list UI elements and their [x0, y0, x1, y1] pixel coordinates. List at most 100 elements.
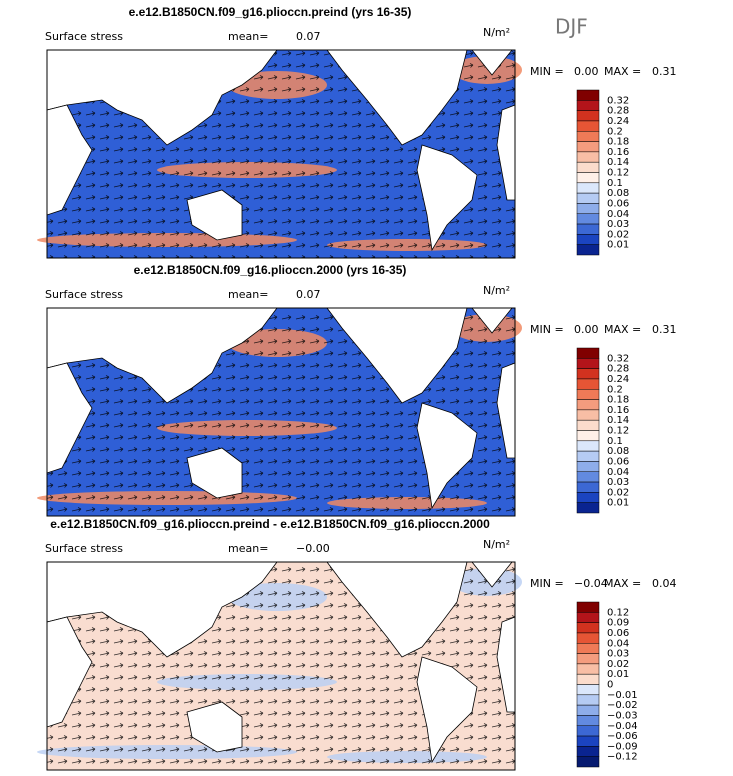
colorbar-box	[576, 725, 600, 737]
colorbar-label: 0.08	[607, 188, 629, 199]
colorbar-label: 0.06	[607, 456, 629, 467]
colorbar-label: 0.18	[607, 137, 629, 148]
colorbar-label: 0.32	[607, 95, 629, 106]
colorbar-box	[576, 192, 600, 204]
variable-label: Surface stress	[45, 288, 123, 301]
panel-title: e.e12.B1850CN.f09_g16.plioccn.preind - e…	[50, 517, 490, 531]
colorbar-box	[576, 223, 600, 235]
mean-value: 0.07	[296, 30, 321, 43]
mean-label: mean=	[228, 542, 268, 555]
colorbar-label: −0.02	[607, 700, 638, 711]
colorbar-label: 0	[607, 680, 613, 691]
colorbar-label: 0.14	[607, 157, 629, 168]
colorbar-box	[576, 161, 600, 173]
colorbar-label: 0.01	[607, 498, 629, 509]
colorbar-label: 0.04	[607, 209, 629, 220]
colorbar-box	[576, 756, 600, 768]
colorbar-box	[576, 492, 600, 503]
colorbar-label: 0.1	[607, 178, 623, 189]
colorbar-label: 0.18	[607, 395, 629, 406]
colorbar-label: 0.08	[607, 446, 629, 457]
min-value: 0.00	[574, 323, 599, 336]
colorbar-box	[576, 151, 600, 163]
max-value: 0.31	[652, 323, 677, 336]
colorbar-label: −0.04	[607, 721, 638, 732]
colorbar-label: 0.32	[607, 353, 629, 364]
colorbar-label: 0.24	[607, 374, 629, 385]
colorbar-label: 0.04	[607, 467, 629, 478]
max-value: 0.04	[652, 577, 677, 590]
colorbar-box	[576, 704, 600, 716]
colorbar-box	[576, 430, 600, 442]
colorbar-box	[576, 347, 600, 359]
colorbar-box	[576, 244, 600, 256]
colorbar-label: 0.06	[607, 198, 629, 209]
max-value: 0.31	[652, 65, 677, 78]
colorbar-label: 0.2	[607, 126, 623, 137]
map-frame	[46, 307, 516, 517]
colorbar-box	[576, 715, 600, 726]
mean-value: −0.00	[296, 542, 330, 555]
colorbar-box	[576, 663, 600, 675]
colorbar-label: −0.01	[607, 690, 638, 701]
colorbar-box	[576, 182, 600, 194]
colorbar-box	[576, 643, 600, 654]
map	[37, 49, 522, 259]
colorbar-box	[576, 653, 600, 665]
colorbar-box	[576, 399, 600, 411]
panel-title: e.e12.B1850CN.f09_g16.plioccn.preind (yr…	[129, 5, 412, 19]
colorbar-label: 0.1	[607, 436, 623, 447]
colorbar-box	[576, 234, 600, 245]
colorbar-box	[576, 110, 600, 122]
max-label: MAX =	[604, 65, 641, 78]
colorbar-box	[576, 131, 600, 142]
colorbar-label: −0.09	[607, 741, 638, 752]
colorbar-box	[576, 684, 600, 696]
colorbar-box	[576, 358, 600, 369]
colorbar-box	[576, 601, 600, 613]
colorbar-label: −0.12	[607, 752, 638, 763]
colorbar-box	[576, 450, 600, 462]
colorbar-box	[576, 378, 600, 390]
colorbar-box	[576, 141, 600, 153]
variable-label: Surface stress	[45, 30, 123, 43]
colorbar-label: 0.03	[607, 477, 629, 488]
units: N/m²	[483, 284, 510, 297]
colorbar-label: 0.14	[607, 415, 629, 426]
colorbar-label: 0.03	[607, 219, 629, 230]
colorbar-box	[576, 89, 600, 101]
colorbar-box	[576, 735, 600, 747]
units: N/m²	[483, 538, 510, 551]
colorbar-label: 0.02	[607, 229, 629, 240]
min-label: MIN =	[530, 65, 564, 78]
units: N/m²	[483, 26, 510, 39]
colorbar-box	[576, 673, 600, 685]
colorbar-box	[576, 368, 600, 380]
colorbar-box	[576, 409, 600, 421]
mean-value: 0.07	[296, 288, 321, 301]
map	[37, 561, 522, 771]
colorbar-box	[576, 471, 600, 483]
colorbar-label: 0.12	[607, 607, 629, 618]
colorbar-box	[576, 389, 600, 400]
colorbar-label: 0.02	[607, 659, 629, 670]
min-label: MIN =	[530, 577, 564, 590]
colorbar-box	[576, 120, 600, 132]
colorbar-label: 0.16	[607, 147, 629, 158]
colorbar-box	[576, 746, 600, 757]
colorbar-box	[576, 419, 600, 431]
colorbar-label: 0.12	[607, 168, 629, 179]
colorbar-box	[576, 502, 600, 514]
min-value: 0.00	[574, 65, 599, 78]
colorbar-label: 0.24	[607, 116, 629, 127]
colorbar-label: 0.28	[607, 106, 629, 117]
colorbar-label: 0.04	[607, 638, 629, 649]
max-label: MAX =	[604, 323, 641, 336]
min-label: MIN =	[530, 323, 564, 336]
colorbar-box	[576, 622, 600, 634]
mean-label: mean=	[228, 30, 268, 43]
colorbar-box	[576, 694, 600, 706]
mean-label: mean=	[228, 288, 268, 301]
colorbar-label: 0.09	[607, 618, 629, 629]
